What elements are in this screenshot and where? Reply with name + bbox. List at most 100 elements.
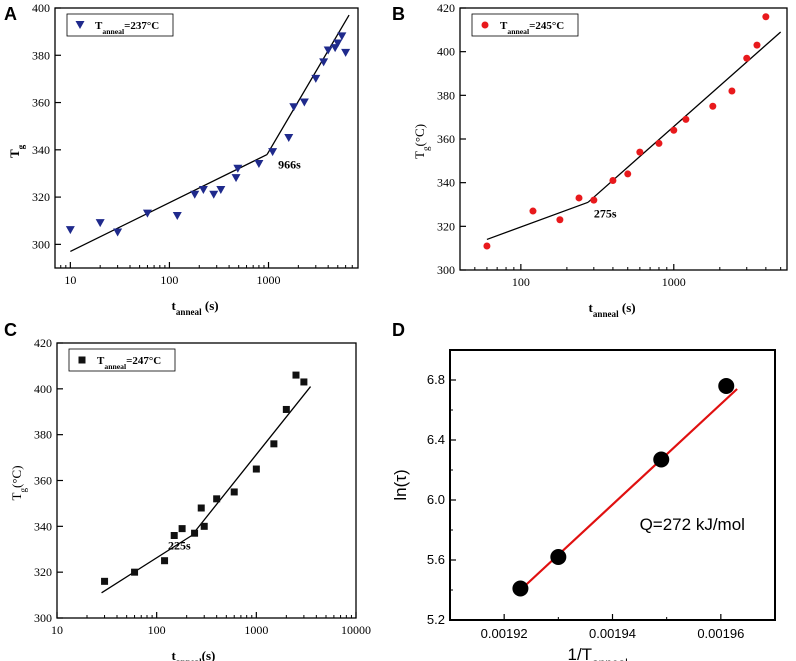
y-tick-label: 320 xyxy=(34,565,52,579)
y-tick-label: 5.2 xyxy=(427,612,445,627)
label-subscript: anneal xyxy=(592,656,628,661)
data-point xyxy=(142,209,152,218)
x-tick-label: 0.00196 xyxy=(697,626,744,641)
fit-line xyxy=(101,534,193,594)
y-tick-label: 400 xyxy=(437,45,455,59)
data-point xyxy=(670,126,678,134)
data-point xyxy=(190,190,200,199)
data-point xyxy=(268,148,278,157)
x-tick-label: 100 xyxy=(160,273,178,287)
x-tick-label: 1000 xyxy=(662,275,686,289)
data-point xyxy=(113,228,123,237)
y-axis-label: Tg xyxy=(7,144,26,158)
label-suffix: (°C) xyxy=(9,465,24,488)
data-point xyxy=(655,139,663,147)
label-subscript: anneal xyxy=(176,657,202,661)
y-axis-label: ln(τ) xyxy=(391,469,410,500)
y-tick-label: 300 xyxy=(32,237,50,251)
legend-box xyxy=(66,13,174,37)
y-tick-label: 300 xyxy=(34,611,52,625)
y-axis-label-group: Tg(°C) xyxy=(412,124,431,159)
data-point xyxy=(323,46,333,55)
data-point xyxy=(289,103,299,112)
label-base: T xyxy=(97,355,105,367)
panel-c: C 10100100010000300320340360380400420tan… xyxy=(4,320,371,661)
data-point xyxy=(624,170,632,178)
x-tick-label: 10 xyxy=(64,273,76,287)
label-base: T xyxy=(9,493,24,501)
legend-label: Tanneal=245°C xyxy=(500,20,564,36)
data-point xyxy=(197,504,205,512)
y-axis-label-group: Tg xyxy=(7,144,26,158)
y-tick-label: 340 xyxy=(437,176,455,190)
y-tick-label: 320 xyxy=(32,190,50,204)
data-point xyxy=(575,194,583,202)
y-tick-label: 360 xyxy=(34,474,52,488)
data-point xyxy=(550,549,567,565)
data-point xyxy=(172,212,182,220)
data-point xyxy=(337,32,347,41)
x-axis-label: tanneal(s) xyxy=(172,648,216,661)
data-point xyxy=(213,495,221,503)
y-tick-label: 420 xyxy=(437,1,455,15)
panel-letter: A xyxy=(4,4,17,24)
data-point xyxy=(252,465,260,473)
y-tick-label: 360 xyxy=(437,132,455,146)
label-subscript: anneal xyxy=(176,307,202,317)
data-point xyxy=(341,48,351,57)
plot-frame xyxy=(54,7,359,269)
label-subscript: anneal xyxy=(104,362,126,371)
data-point xyxy=(300,378,308,386)
label-subscript: anneal xyxy=(593,309,619,319)
y-tick-label: 5.6 xyxy=(427,552,445,567)
label-base: T xyxy=(412,151,427,159)
data-point xyxy=(233,164,243,173)
data-point xyxy=(319,58,329,67)
data-point xyxy=(636,148,644,156)
y-axis-label: Tg(°C) xyxy=(9,465,28,500)
data-point xyxy=(282,405,290,413)
label-base: T xyxy=(95,20,103,32)
data-point xyxy=(529,207,537,215)
data-point xyxy=(200,522,208,530)
x-axis-label: 1/Tanneal xyxy=(568,645,628,661)
fit-line xyxy=(486,201,589,241)
panel-d: D 0.00192 0.00194 0.00196 5.2 5.6 6.0 6.4 6.8 ln… xyxy=(391,320,776,661)
y-tick-label: 340 xyxy=(32,143,50,157)
label-suffix: =237°C xyxy=(124,20,159,32)
label-suffix: (s) xyxy=(619,300,636,315)
label-base: 1/T xyxy=(568,645,593,661)
y-tick-label: 300 xyxy=(437,263,455,277)
data-point xyxy=(191,529,199,537)
data-point xyxy=(198,186,208,194)
data-point xyxy=(254,160,264,168)
data-point xyxy=(95,219,105,228)
legend-box xyxy=(68,348,176,372)
legend-marker xyxy=(78,356,86,364)
x-axis-label: tanneal (s) xyxy=(172,298,219,317)
data-point xyxy=(512,580,529,597)
y-tick-label: 380 xyxy=(437,88,455,102)
data-point xyxy=(209,190,219,199)
data-point xyxy=(483,242,491,250)
x-tick-label: 10 xyxy=(51,623,63,637)
y-tick-label: 320 xyxy=(437,219,455,233)
legend-label: Tanneal=247°C xyxy=(97,355,161,371)
legend-marker xyxy=(75,21,85,29)
x-tick-label: 0.00192 xyxy=(481,626,528,641)
fit-line xyxy=(191,386,312,536)
y-tick-label: 6.0 xyxy=(427,492,445,507)
y-tick-label: 380 xyxy=(32,48,50,62)
label-base: t xyxy=(172,298,177,313)
y-axis-label-group: Tg(°C) xyxy=(9,465,28,500)
data-point xyxy=(299,98,309,107)
label-base: T xyxy=(7,149,22,158)
label-subscript: g xyxy=(16,144,26,149)
label-base: T xyxy=(500,20,508,32)
y-tick-label: 6.8 xyxy=(427,372,445,387)
y-tick-label: 420 xyxy=(34,336,52,350)
data-point xyxy=(556,216,564,224)
data-point xyxy=(709,102,717,110)
